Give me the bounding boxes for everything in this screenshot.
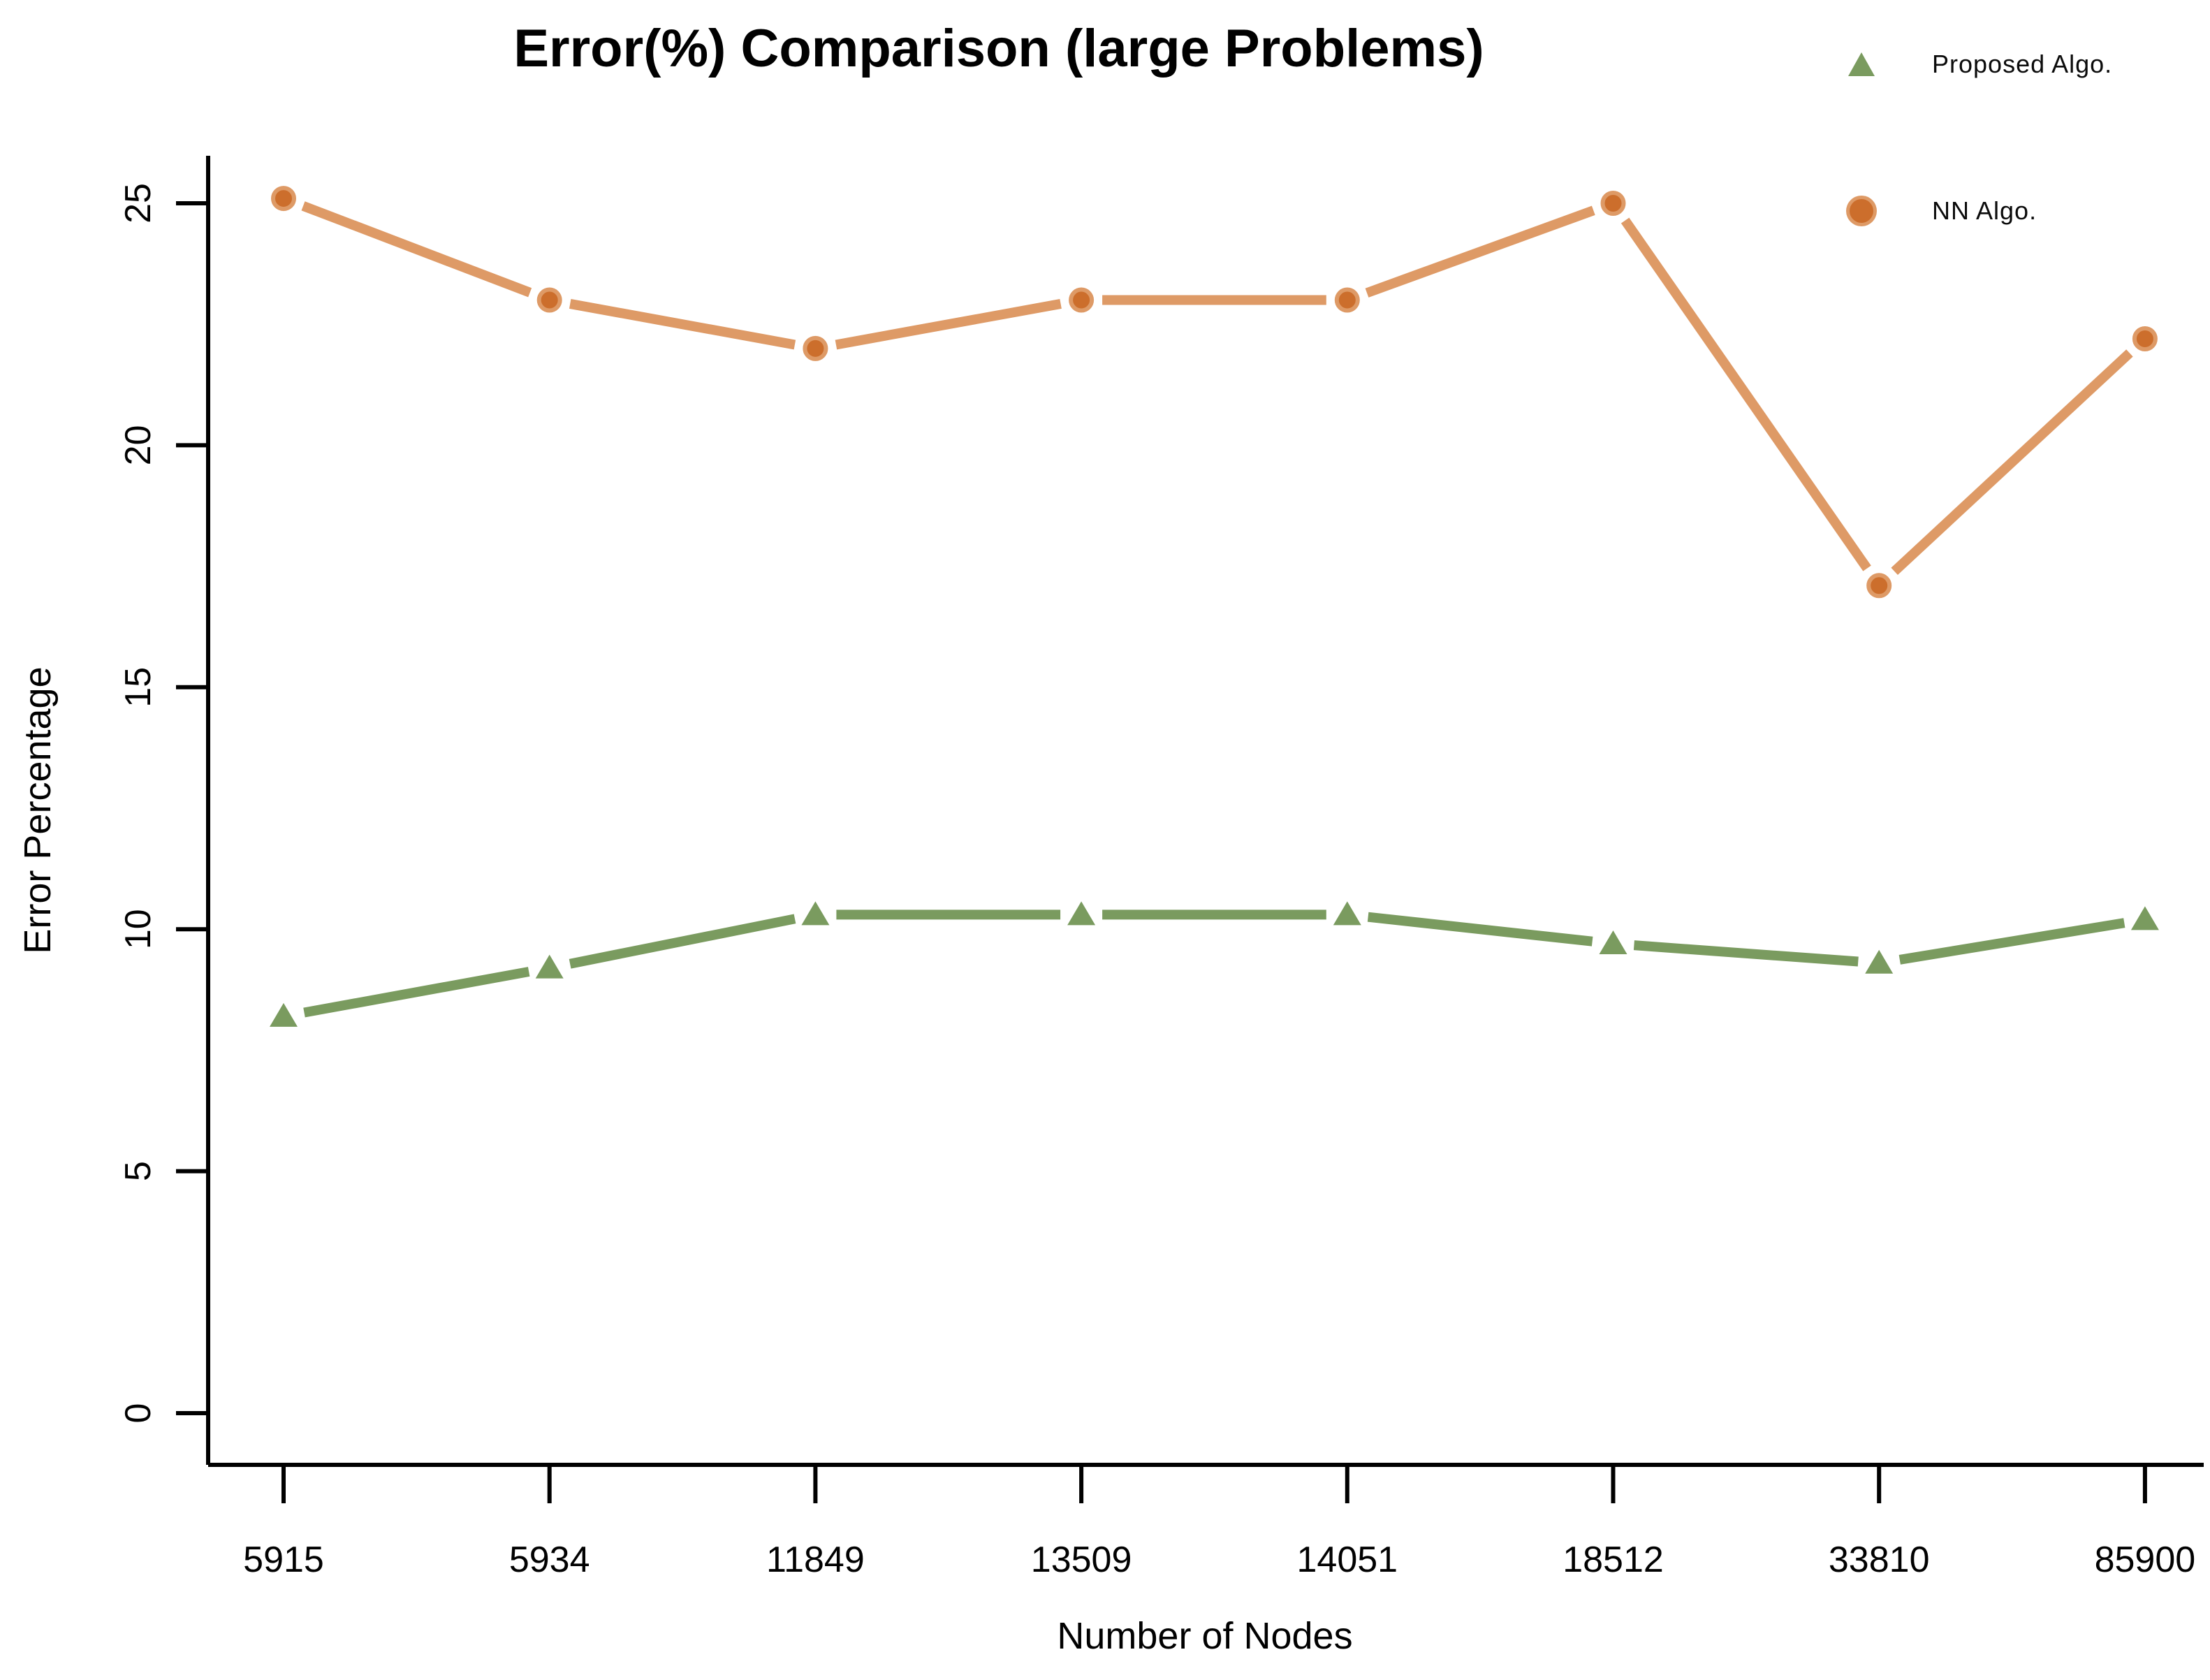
series-line-segment <box>569 299 796 350</box>
triangle-data-marker <box>1067 901 1096 926</box>
triangle-data-marker <box>1865 949 1894 974</box>
x-tick-label: 11849 <box>766 1540 865 1580</box>
circle-data-marker <box>803 335 828 361</box>
circle-data-marker <box>536 287 562 313</box>
legend-marker-box <box>1837 199 1886 223</box>
series-line-segment <box>1633 940 1859 967</box>
x-axis-title: Number of Nodes <box>1057 1615 1352 1657</box>
legend-item-nn-algo: NN Algo. <box>1837 189 2037 233</box>
circle-data-marker <box>1069 287 1095 313</box>
circle-marker-icon <box>1850 199 1873 223</box>
triangle-data-marker <box>2130 906 2159 930</box>
triangle-data-marker <box>1599 930 1627 954</box>
legend-item-proposed-algo: Proposed Algo. <box>1837 42 2112 87</box>
chart-title: Error(%) Comparison (large Problems) <box>513 19 1484 78</box>
x-tick-label: 13509 <box>1031 1540 1132 1580</box>
y-tick-label: 5 <box>118 1161 159 1181</box>
circle-data-marker <box>2132 326 2158 351</box>
triangle-marker-icon <box>1848 52 1875 76</box>
series-line-segment <box>1367 912 1593 947</box>
x-tick-label: 5934 <box>509 1540 590 1580</box>
x-tick-label: 5915 <box>243 1540 324 1580</box>
series-line-segment <box>1365 205 1595 298</box>
y-tick-label: 25 <box>118 183 159 224</box>
series-line-segment <box>301 201 532 298</box>
axes: 0 5 10 15 20 25 5915 5934 11849 13509 14051 18512 33… <box>118 156 2204 1580</box>
triangle-data-marker <box>535 954 564 979</box>
circle-data-marker <box>271 186 296 212</box>
series-line-segment <box>835 299 1062 350</box>
legend-marker-box <box>1837 52 1886 76</box>
circle-data-marker <box>1600 191 1626 216</box>
y-tick-label: 10 <box>118 909 159 949</box>
series-line-segment <box>303 967 530 1018</box>
legend-label-nn-algo: NN Algo. <box>1932 196 2037 225</box>
x-tick-label: 85900 <box>2095 1540 2196 1580</box>
series-line-segment <box>1620 217 1871 571</box>
series-line-segment <box>569 914 796 969</box>
circle-data-marker <box>1866 573 1892 599</box>
y-tick-label: 0 <box>118 1403 159 1424</box>
x-tick-label: 18512 <box>1563 1540 1664 1580</box>
y-tick-label: 15 <box>118 667 159 708</box>
series-line-segment <box>1891 349 2133 576</box>
x-tick-label: 33810 <box>1829 1540 1930 1580</box>
y-axis-title: Error Percentage <box>17 666 59 954</box>
circle-data-marker <box>1334 287 1360 313</box>
data-series <box>270 186 2159 1027</box>
series-line-segment <box>1898 918 2125 965</box>
triangle-data-marker <box>801 901 830 926</box>
triangle-data-marker <box>270 1002 298 1027</box>
triangle-data-marker <box>1333 901 1361 926</box>
x-tick-label: 14051 <box>1296 1540 1398 1580</box>
legend-label-proposed-algo: Proposed Algo. <box>1932 50 2113 78</box>
y-tick-label: 20 <box>118 425 159 465</box>
